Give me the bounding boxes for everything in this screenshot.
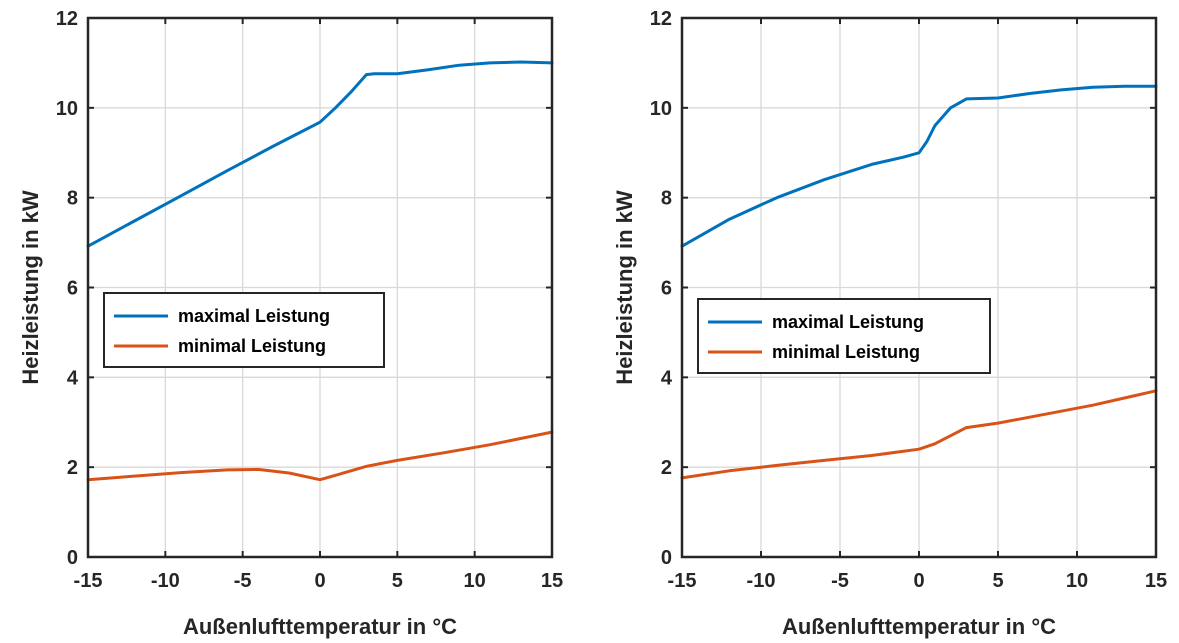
x-tick-label: -10 [747, 570, 776, 592]
x-axis-label: Außenlufttemperatur in °C [183, 614, 457, 639]
x-tick-label: -10 [151, 570, 180, 592]
x-tick-label: 0 [314, 570, 325, 592]
x-tick-label: -15 [668, 570, 697, 592]
y-axis-label: Heizleistung in kW [612, 190, 637, 385]
y-tick-label: 4 [661, 367, 673, 389]
legend-label: minimal Leistung [772, 342, 920, 362]
y-tick-label: 6 [67, 278, 78, 300]
y-tick-label: 8 [67, 188, 78, 210]
series-line-minimal [680, 389, 1158, 480]
x-tick-label: 15 [1145, 570, 1167, 592]
x-tick-label: 10 [1066, 570, 1088, 592]
right-plot: -15 -10 -5 0 5 10 15 0 2 4 6 8 10 12 Außenlufttemperat… [612, 8, 1167, 639]
x-tick-label: -5 [234, 570, 252, 592]
x-axis-label: Außenlufttemperatur in °C [782, 614, 1056, 639]
y-tick-label: 4 [67, 367, 79, 389]
y-tick-label: 2 [67, 457, 78, 479]
legend: maximal Leistung minimal Leistung [103, 292, 385, 368]
x-tick-label: 10 [464, 570, 486, 592]
x-tick-label: 15 [541, 570, 563, 592]
series-line-minimal [86, 430, 554, 482]
y-tick-label: 12 [650, 8, 672, 30]
x-tick-label: 5 [392, 570, 403, 592]
legend: maximal Leistung minimal Leistung [697, 298, 991, 374]
y-tick-label: 0 [661, 547, 672, 569]
y-tick-label: 12 [56, 8, 78, 30]
y-tick-label: 8 [661, 188, 672, 210]
y-tick-label: 0 [67, 547, 78, 569]
y-tick-label: 10 [56, 98, 78, 120]
legend-label: minimal Leistung [178, 336, 326, 356]
y-tick-label: 2 [661, 457, 672, 479]
x-tick-label: -5 [831, 570, 849, 592]
y-axis-label: Heizleistung in kW [18, 190, 43, 385]
series-line-maximal [86, 60, 554, 248]
x-tick-label: -15 [74, 570, 103, 592]
legend-label: maximal Leistung [772, 312, 924, 332]
legend-label: maximal Leistung [178, 306, 330, 326]
series-line-maximal [680, 84, 1158, 248]
y-tick-label: 6 [661, 278, 672, 300]
x-tick-label: 0 [913, 570, 924, 592]
left-plot: -15 -10 -5 0 5 10 15 0 2 4 6 8 10 12 Außenlufttemperat… [18, 8, 563, 639]
legend-box [103, 292, 385, 368]
legend-box [697, 298, 991, 374]
x-tick-label: 5 [992, 570, 1003, 592]
y-tick-label: 10 [650, 98, 672, 120]
